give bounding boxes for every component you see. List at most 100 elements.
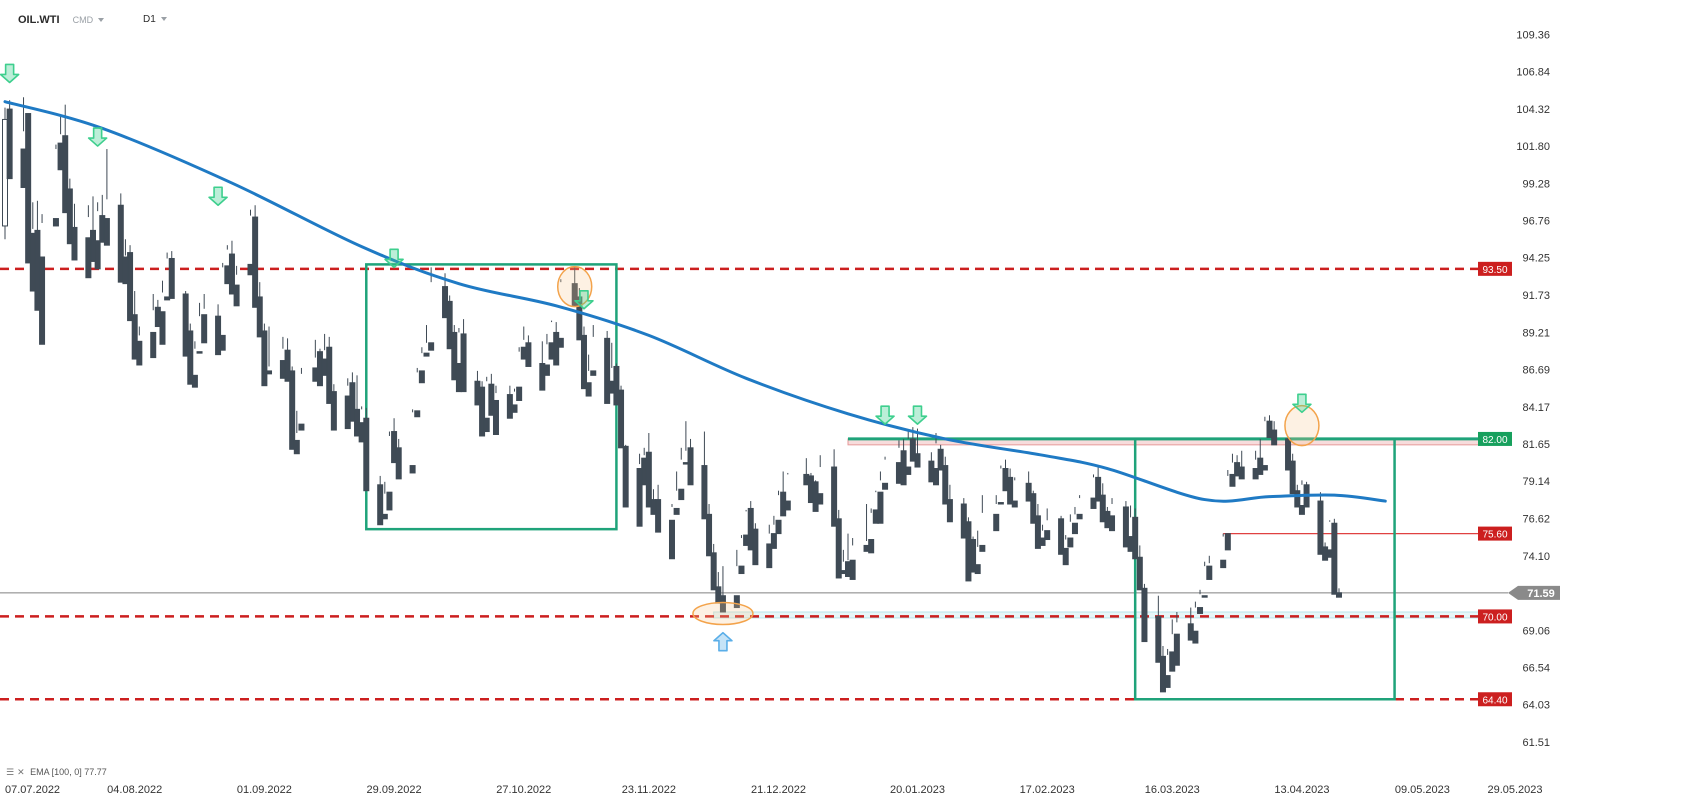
candle [391, 418, 398, 464]
candle [1136, 545, 1143, 591]
candle-body [868, 539, 875, 554]
x-tick-label: 21.12.2022 [751, 784, 806, 796]
candle-body [831, 466, 838, 527]
candle-body [1141, 587, 1148, 643]
settings-icon[interactable]: ☰ [6, 767, 15, 777]
candle-body [1095, 476, 1102, 502]
candle-body [39, 256, 46, 345]
candle-body [571, 283, 578, 307]
candle-body [131, 314, 138, 360]
candle [882, 456, 889, 490]
candle-body [557, 337, 564, 348]
candle-body [1335, 592, 1342, 598]
candle-body [719, 595, 726, 613]
candle-body [738, 565, 745, 575]
candle [516, 347, 523, 401]
candle [673, 471, 680, 515]
candle [1058, 515, 1065, 555]
x-tick-label: 29.09.2022 [367, 784, 422, 796]
candle-body [25, 113, 32, 264]
candle-body [1044, 530, 1051, 541]
level-tag [1478, 692, 1512, 707]
candle [525, 335, 532, 367]
candle-body [1132, 516, 1139, 560]
candle [1011, 477, 1018, 508]
candle-body [446, 300, 453, 350]
candle [706, 504, 713, 557]
candle [655, 484, 662, 533]
price-axis: 109.36 106.84 104.32 101.80 99.28 96.76 94.25 9… [1508, 29, 1560, 749]
candle [168, 251, 175, 299]
y-tick-label: 74.10 [1522, 551, 1550, 563]
candle-body [909, 438, 916, 462]
candle [451, 325, 458, 381]
candle-body [71, 226, 78, 261]
timeframe-selector[interactable]: D1 [143, 14, 167, 25]
candle [1289, 453, 1296, 495]
candle-body [1062, 547, 1069, 566]
candle [553, 322, 560, 366]
candle-body [1039, 537, 1046, 546]
symbol-label[interactable]: OIL.WTI [18, 14, 60, 26]
sell-signal-arrow-icon [384, 248, 404, 269]
candle [25, 113, 32, 264]
candle-body [1164, 675, 1171, 688]
candle [1317, 492, 1324, 555]
candle [479, 381, 486, 437]
candle [877, 471, 884, 524]
candle-body [752, 528, 759, 566]
candle [710, 543, 717, 591]
close-icon[interactable]: ✕ [17, 767, 25, 777]
candle-body [136, 340, 143, 366]
candle [1132, 508, 1139, 560]
candle-body [1271, 429, 1278, 446]
candle-body [1229, 473, 1236, 487]
candle [1238, 450, 1245, 480]
y-tick-label: 79.14 [1522, 476, 1550, 488]
candle-body [386, 491, 393, 511]
x-tick-label: 04.08.2022 [107, 784, 162, 796]
y-tick-label: 86.69 [1522, 365, 1550, 377]
x-tick-label: 23.11.2022 [622, 784, 676, 796]
candle-body [381, 513, 388, 520]
candle-body [942, 465, 949, 505]
indicator-value: 77.77 [84, 767, 107, 777]
candle-body [451, 331, 458, 381]
candle-body [261, 330, 268, 387]
candle-body [191, 374, 198, 388]
candle [1099, 483, 1106, 523]
y-tick-label: 109.36 [1516, 29, 1550, 41]
candlesticks [2, 97, 1342, 693]
chevron-down-icon[interactable] [98, 18, 105, 23]
instrument-type-label: CMD [72, 15, 94, 25]
ema-line-path [3, 100, 1387, 503]
sell-signal-arrow-icon [0, 63, 20, 84]
candle-body [655, 499, 662, 533]
candle [993, 495, 1000, 532]
level-tag [1478, 431, 1512, 446]
candle [492, 385, 499, 435]
candle-body [511, 404, 518, 413]
candle-body [1136, 556, 1143, 591]
candle [52, 144, 59, 227]
candle [974, 530, 981, 575]
candle-body [409, 465, 416, 474]
candle-body [1192, 630, 1199, 644]
candle-body [6, 108, 13, 180]
candle [293, 410, 300, 455]
candle-body [673, 507, 680, 515]
candle-body [1298, 504, 1305, 515]
candle [719, 566, 726, 613]
candle [117, 193, 124, 283]
signal-markers [0, 63, 1320, 652]
candle [94, 202, 101, 270]
ema-line [3, 100, 1387, 503]
candle-body [284, 349, 291, 382]
candle [1229, 453, 1236, 487]
candle-body [585, 382, 592, 397]
candle-body [62, 135, 69, 214]
candle [233, 265, 240, 307]
candle [1067, 514, 1074, 548]
candle-body [266, 370, 273, 375]
